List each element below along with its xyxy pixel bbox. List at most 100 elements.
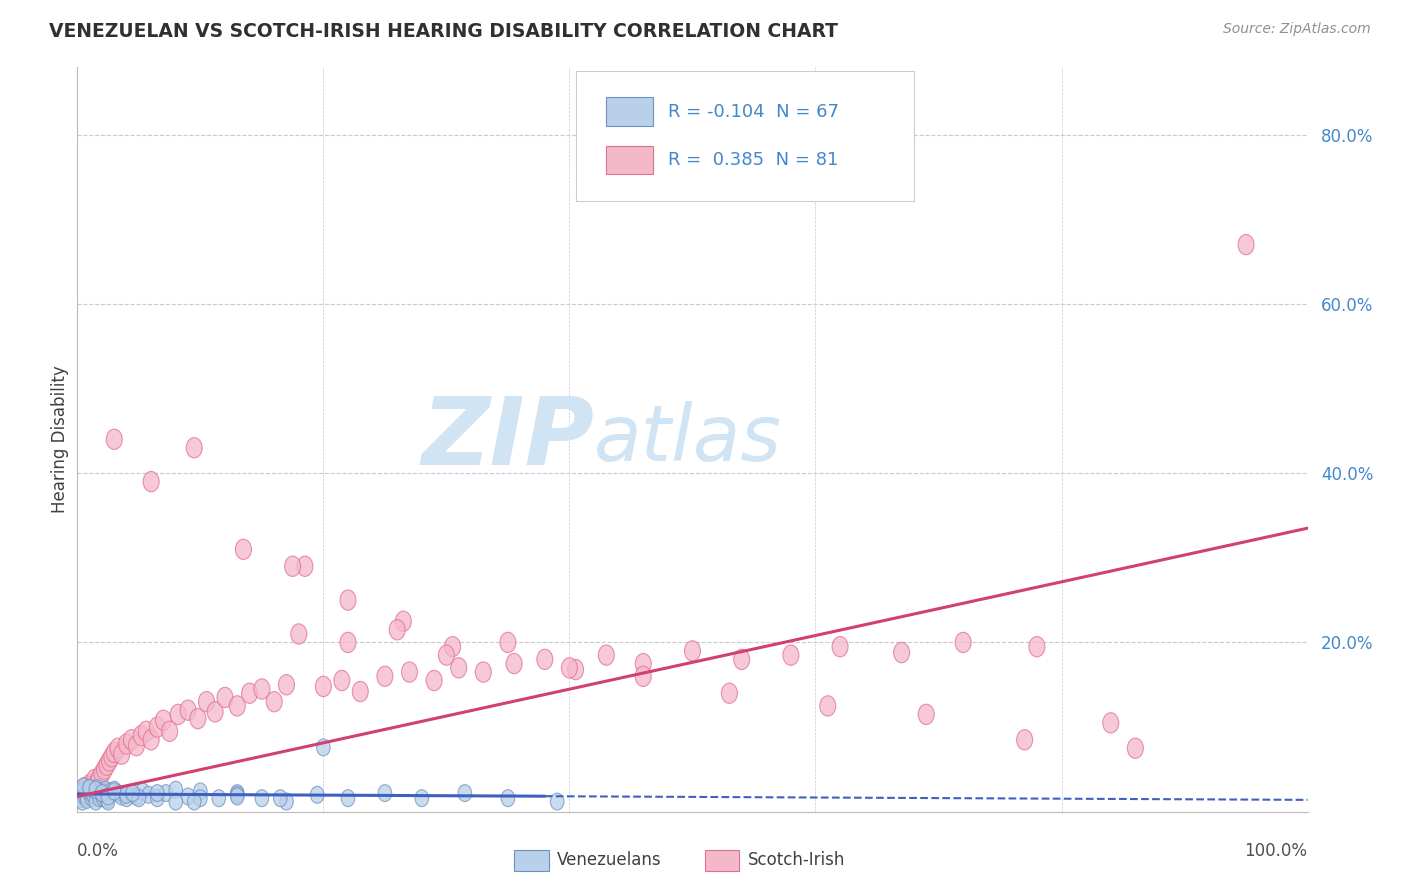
- Ellipse shape: [142, 787, 156, 804]
- Ellipse shape: [685, 640, 700, 661]
- Ellipse shape: [150, 789, 165, 806]
- Ellipse shape: [143, 730, 159, 750]
- Ellipse shape: [254, 789, 269, 806]
- Ellipse shape: [111, 785, 125, 802]
- Ellipse shape: [101, 788, 115, 805]
- Text: Scotch-Irish: Scotch-Irish: [748, 851, 845, 869]
- Ellipse shape: [377, 666, 392, 687]
- Ellipse shape: [316, 739, 330, 756]
- Ellipse shape: [198, 691, 215, 712]
- Ellipse shape: [1029, 637, 1045, 657]
- Ellipse shape: [190, 708, 205, 729]
- Ellipse shape: [128, 736, 145, 756]
- Ellipse shape: [156, 710, 172, 731]
- Ellipse shape: [439, 645, 454, 665]
- Ellipse shape: [136, 783, 149, 800]
- Ellipse shape: [229, 696, 245, 716]
- Ellipse shape: [77, 782, 90, 799]
- Ellipse shape: [75, 785, 87, 802]
- Ellipse shape: [84, 776, 100, 797]
- Ellipse shape: [115, 788, 128, 805]
- Ellipse shape: [426, 671, 441, 690]
- Ellipse shape: [87, 782, 101, 799]
- Ellipse shape: [415, 789, 429, 806]
- Ellipse shape: [77, 788, 91, 805]
- Ellipse shape: [402, 662, 418, 682]
- Ellipse shape: [231, 787, 245, 804]
- Ellipse shape: [180, 700, 195, 721]
- Ellipse shape: [475, 662, 491, 682]
- Ellipse shape: [76, 783, 91, 804]
- Ellipse shape: [97, 789, 110, 806]
- Ellipse shape: [568, 659, 583, 680]
- Ellipse shape: [1017, 730, 1032, 750]
- Text: VENEZUELAN VS SCOTCH-IRISH HEARING DISABILITY CORRELATION CHART: VENEZUELAN VS SCOTCH-IRISH HEARING DISAB…: [49, 22, 838, 41]
- Ellipse shape: [80, 791, 94, 808]
- Ellipse shape: [120, 787, 134, 804]
- Ellipse shape: [89, 781, 103, 798]
- Ellipse shape: [501, 789, 515, 806]
- Ellipse shape: [340, 590, 356, 610]
- Ellipse shape: [170, 704, 186, 724]
- Ellipse shape: [107, 783, 121, 800]
- Ellipse shape: [444, 637, 461, 657]
- Ellipse shape: [91, 768, 107, 788]
- Ellipse shape: [734, 649, 749, 670]
- Ellipse shape: [340, 632, 356, 653]
- Ellipse shape: [97, 759, 112, 780]
- Ellipse shape: [94, 764, 110, 784]
- Ellipse shape: [955, 632, 972, 653]
- Ellipse shape: [235, 539, 252, 559]
- Ellipse shape: [79, 787, 93, 804]
- Ellipse shape: [451, 657, 467, 678]
- Ellipse shape: [278, 674, 294, 695]
- FancyBboxPatch shape: [606, 97, 654, 126]
- Text: R =  0.385  N = 81: R = 0.385 N = 81: [668, 151, 838, 169]
- Ellipse shape: [254, 679, 270, 699]
- Ellipse shape: [150, 785, 165, 802]
- Ellipse shape: [342, 789, 354, 806]
- Ellipse shape: [77, 778, 90, 795]
- Ellipse shape: [82, 780, 96, 797]
- Ellipse shape: [138, 721, 155, 741]
- Text: Venezuelans: Venezuelans: [557, 851, 662, 869]
- Ellipse shape: [90, 780, 104, 797]
- Ellipse shape: [96, 787, 108, 804]
- FancyBboxPatch shape: [606, 146, 654, 174]
- Ellipse shape: [212, 789, 225, 806]
- Ellipse shape: [118, 734, 135, 754]
- Ellipse shape: [104, 783, 117, 800]
- Ellipse shape: [458, 785, 471, 802]
- Ellipse shape: [107, 781, 121, 798]
- Ellipse shape: [149, 717, 166, 737]
- Ellipse shape: [143, 472, 159, 491]
- Ellipse shape: [169, 781, 183, 798]
- Ellipse shape: [1239, 235, 1254, 255]
- Ellipse shape: [87, 770, 103, 789]
- Text: ZIP: ZIP: [422, 393, 595, 485]
- Ellipse shape: [783, 645, 799, 665]
- Ellipse shape: [101, 751, 117, 771]
- FancyBboxPatch shape: [515, 850, 548, 871]
- Ellipse shape: [291, 624, 307, 644]
- Ellipse shape: [186, 438, 202, 458]
- Ellipse shape: [297, 556, 314, 576]
- Text: Source: ZipAtlas.com: Source: ZipAtlas.com: [1223, 22, 1371, 37]
- Ellipse shape: [101, 793, 115, 810]
- Ellipse shape: [114, 744, 129, 764]
- Ellipse shape: [187, 793, 201, 810]
- Ellipse shape: [537, 649, 553, 670]
- Ellipse shape: [599, 645, 614, 665]
- FancyBboxPatch shape: [704, 850, 740, 871]
- Ellipse shape: [84, 783, 97, 800]
- Ellipse shape: [132, 789, 146, 806]
- Ellipse shape: [353, 681, 368, 702]
- Ellipse shape: [1102, 713, 1119, 733]
- Ellipse shape: [93, 789, 107, 806]
- Ellipse shape: [561, 657, 578, 678]
- Ellipse shape: [506, 654, 522, 673]
- Ellipse shape: [134, 725, 149, 746]
- Text: 100.0%: 100.0%: [1244, 841, 1308, 860]
- Ellipse shape: [181, 788, 195, 805]
- Ellipse shape: [284, 556, 301, 576]
